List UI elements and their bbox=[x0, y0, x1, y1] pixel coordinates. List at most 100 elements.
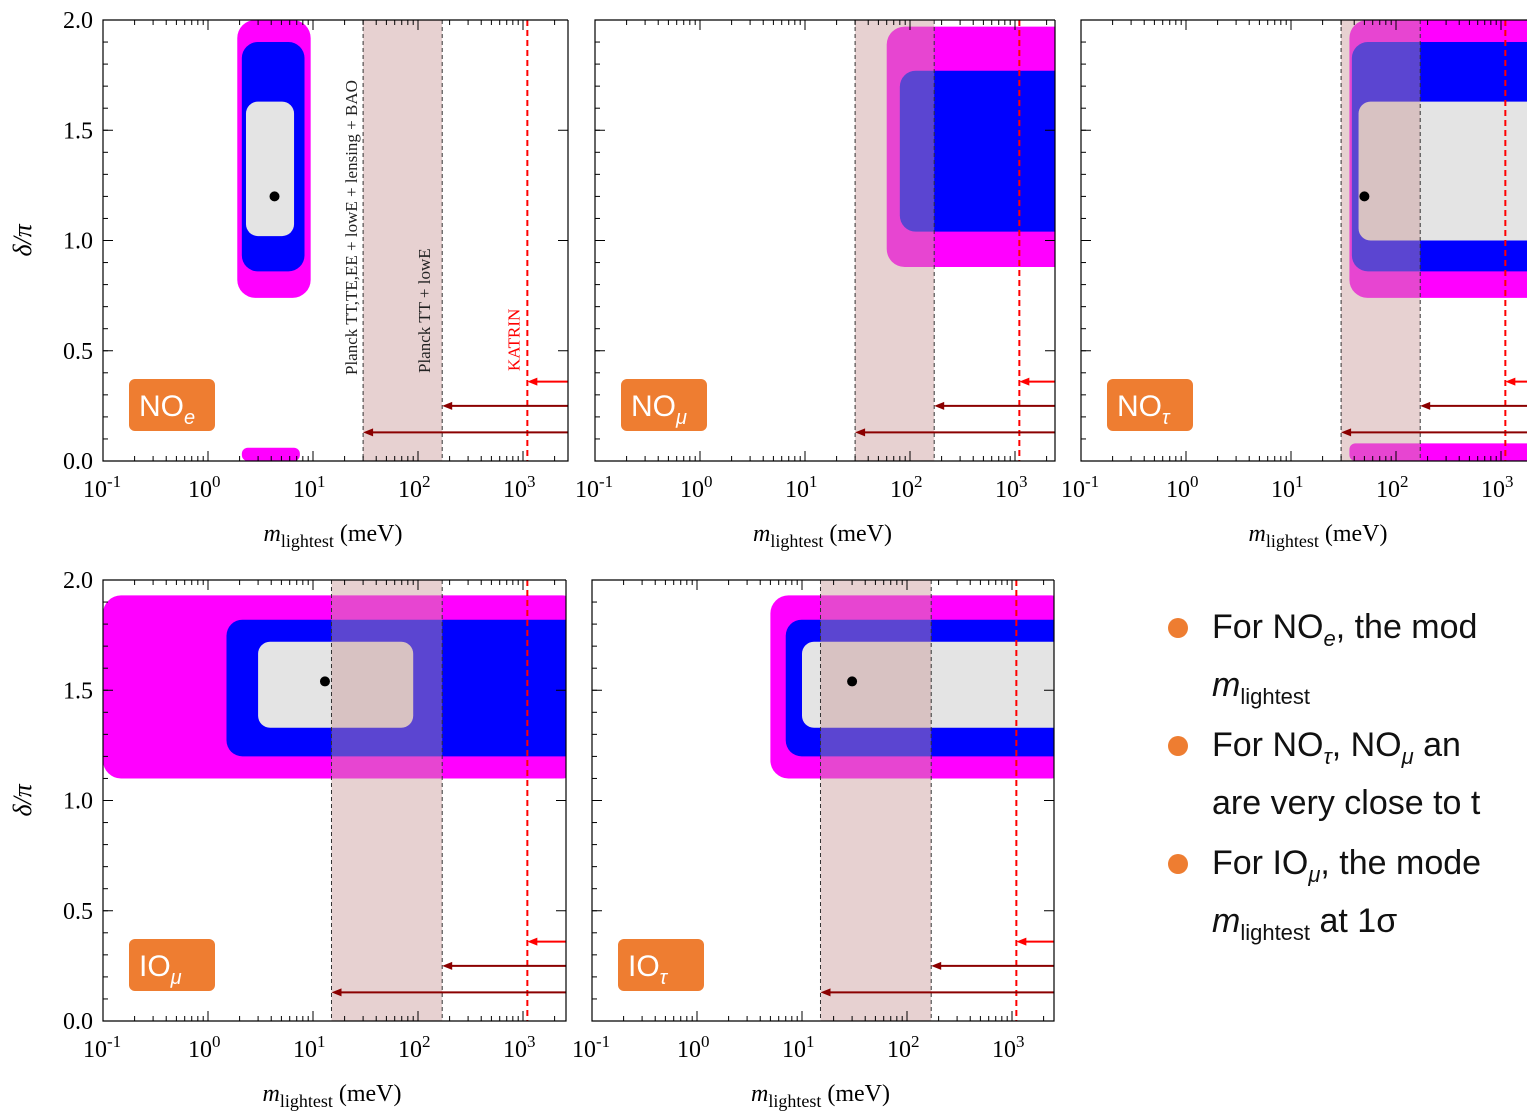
x-axis-label: mlightest (meV) bbox=[751, 1081, 890, 1111]
model-badge-label: IOτ bbox=[628, 950, 669, 989]
y-tick-label: 1.0 bbox=[63, 789, 93, 815]
contour-1sigma bbox=[1358, 101, 1527, 241]
bullet-subscript: μ bbox=[1308, 862, 1321, 887]
y-tick-label: 0.5 bbox=[63, 899, 93, 925]
plot-area bbox=[1340, 20, 1527, 461]
model-badge-label: IOμ bbox=[139, 950, 182, 989]
bullet-item: For NOτ, NOμ an are very close to t bbox=[1168, 718, 1527, 836]
best-fit-point bbox=[269, 191, 280, 202]
chart-panel-1: Planck TT,TE,EE + lowE + lensing + BAO Pl… bbox=[8, 8, 569, 551]
planck-tt-lowe-arrow-head bbox=[931, 961, 942, 970]
model-badge-label: NOτ bbox=[1117, 390, 1171, 429]
x-tick-label: 10-1 bbox=[575, 472, 613, 503]
x-tick-label: 103 bbox=[995, 472, 1028, 503]
bullet-text: , the mode bbox=[1320, 844, 1482, 882]
x-tick-label: 101 bbox=[293, 1032, 326, 1063]
x-axis-label: mlightest (meV) bbox=[264, 521, 403, 551]
y-tick-label: 0.0 bbox=[63, 449, 93, 475]
x-axis-label: mlightest (meV) bbox=[263, 1081, 402, 1111]
x-axis-label: mlightest (meV) bbox=[1249, 521, 1388, 551]
planck-excluded-band bbox=[820, 580, 932, 1021]
katrin-bound-arrow-head bbox=[527, 937, 538, 946]
contour-1sigma bbox=[258, 641, 414, 728]
contour-3sigma-lower bbox=[241, 447, 300, 461]
planck-excluded-band bbox=[363, 20, 443, 461]
plot-area bbox=[237, 20, 568, 461]
katrin-bound-arrow-head bbox=[1019, 377, 1030, 386]
x-ticks bbox=[1080, 19, 1502, 462]
x-tick-label: 10-1 bbox=[1061, 472, 1099, 503]
x-tick-label: 103 bbox=[503, 472, 536, 503]
x-tick-label: 10-1 bbox=[83, 1032, 121, 1063]
planck-lensing-bao-arrow-head bbox=[1341, 428, 1352, 437]
x-tick-label: 102 bbox=[398, 1032, 431, 1063]
bullet-dot-icon bbox=[1168, 854, 1188, 874]
model-badge bbox=[1107, 379, 1193, 431]
katrin-bound-arrow-head bbox=[1505, 377, 1516, 386]
x-tick-label: 103 bbox=[503, 1032, 536, 1063]
bullet-subscript: τ bbox=[1323, 744, 1332, 769]
contour-3sigma-lower bbox=[1349, 443, 1527, 461]
bullet-subscript: lightest bbox=[1240, 920, 1311, 945]
y-axis-label: δ/π bbox=[8, 223, 37, 256]
annotation-planck-lensing-bao: Planck TT,TE,EE + lowE + lensing + BAO bbox=[342, 80, 361, 375]
planck-tt-lowe-arrow-head bbox=[442, 961, 453, 970]
katrin-bound-arrow-head bbox=[527, 377, 538, 386]
bullet-subscript: μ bbox=[1401, 744, 1414, 769]
y-tick-label: 1.5 bbox=[63, 118, 93, 144]
plot-area bbox=[770, 580, 1054, 1021]
contour-1sigma bbox=[802, 641, 1054, 728]
chart-panel-2: 10-1 100 101 102 103 mlightest (meV) NOμ bbox=[575, 19, 1070, 551]
bullet-text: an bbox=[1413, 726, 1461, 764]
contour-1sigma bbox=[245, 101, 295, 237]
bullet-subscript: e bbox=[1323, 626, 1336, 651]
x-ticks bbox=[594, 19, 1055, 462]
x-tick-label: 103 bbox=[992, 1032, 1025, 1063]
planck-excluded-band bbox=[1341, 20, 1421, 461]
x-axis-label: mlightest (meV) bbox=[753, 521, 892, 551]
katrin-bound-arrow-head bbox=[1016, 937, 1027, 946]
chart-panel-4: 10-1 100 101 102 103 0.0 0.5 1.0 1.5 2.0 mlightest… bbox=[8, 568, 567, 1111]
y-axis-label: δ/π bbox=[8, 783, 37, 816]
x-tick-label: 101 bbox=[1271, 472, 1304, 503]
x-tick-label: 102 bbox=[890, 472, 923, 503]
x-tick-label: 102 bbox=[1376, 472, 1409, 503]
model-badge-label: NOμ bbox=[631, 390, 687, 429]
model-badge bbox=[621, 379, 707, 431]
x-tick-label: 101 bbox=[785, 472, 818, 503]
x-tick-label: 100 bbox=[680, 472, 713, 503]
contour-2sigma bbox=[899, 70, 1055, 232]
y-tick-label: 0.5 bbox=[63, 339, 93, 365]
planck-excluded-band bbox=[331, 580, 443, 1021]
planck-excluded-band bbox=[855, 20, 935, 461]
best-fit-point bbox=[1060, 180, 1070, 190]
bullet-text: at 1σ bbox=[1310, 902, 1398, 940]
model-badge bbox=[129, 379, 215, 431]
x-ticks bbox=[102, 19, 568, 462]
model-badge bbox=[618, 939, 704, 991]
bullet-item: For IOμ, the mode mlightest at 1σ bbox=[1168, 836, 1527, 954]
x-ticks bbox=[591, 579, 1054, 1022]
best-fit-point bbox=[847, 676, 858, 687]
annotation-katrin: KATRIN bbox=[504, 309, 523, 371]
bullet-variable: m bbox=[1212, 666, 1241, 704]
planck-tt-lowe-arrow-head bbox=[934, 401, 945, 410]
bullet-text: For IO bbox=[1212, 844, 1309, 882]
x-tick-label: 100 bbox=[1166, 472, 1199, 503]
x-tick-label: 102 bbox=[887, 1032, 920, 1063]
chart-panel-3: 10-1 100 101 102 103 mlightest (meV) NOτ bbox=[1061, 19, 1527, 551]
planck-lensing-bao-arrow-head bbox=[363, 428, 374, 437]
y-tick-label: 0.0 bbox=[63, 1009, 93, 1035]
bullet-text: For NO bbox=[1212, 608, 1324, 646]
plot-area bbox=[854, 20, 1070, 461]
x-tick-label: 10-1 bbox=[572, 1032, 610, 1063]
bullet-item: For NOe, the mod mlightest bbox=[1168, 600, 1527, 718]
chart-panel-5: 10-1 100 101 102 103 mlightest (meV) IOτ bbox=[572, 579, 1055, 1111]
bullet-text: are very close to t bbox=[1212, 784, 1481, 822]
x-tick-label: 101 bbox=[293, 472, 326, 503]
best-fit-point bbox=[1359, 191, 1370, 202]
bullet-text: For NO bbox=[1212, 726, 1324, 764]
planck-lensing-bao-arrow-head bbox=[820, 988, 831, 997]
model-badge bbox=[129, 939, 215, 991]
